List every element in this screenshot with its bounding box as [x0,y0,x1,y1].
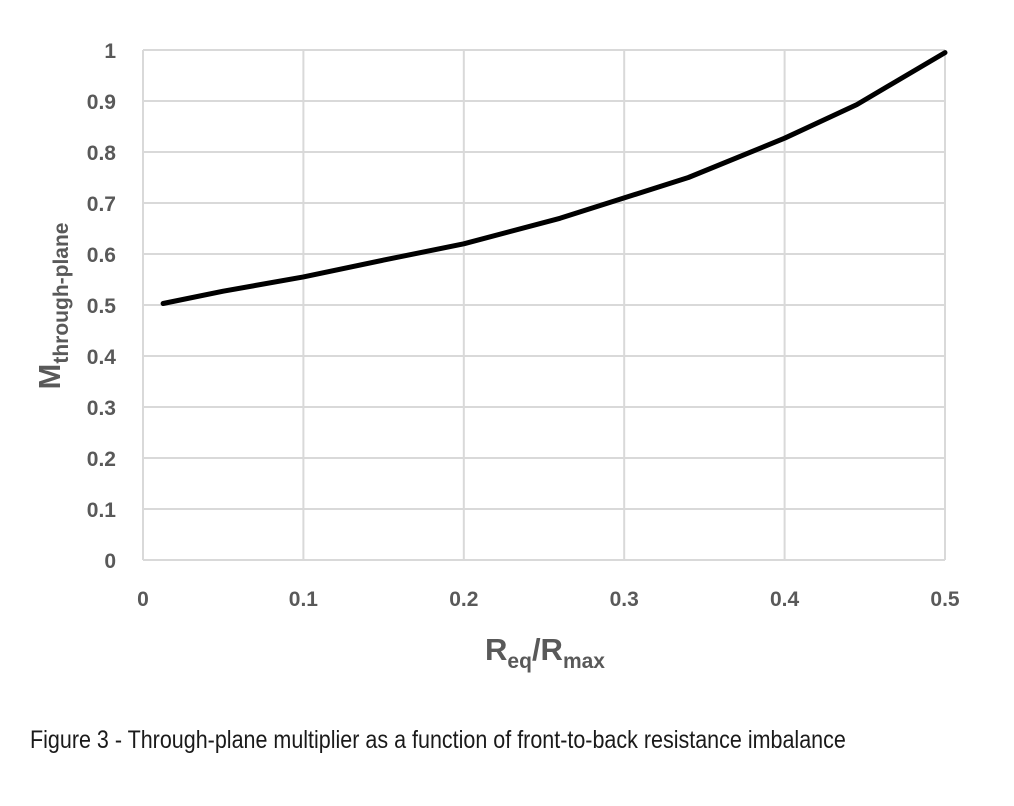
x-axis-title-sub2: max [563,650,605,673]
y-axis-title-main: M [32,364,67,390]
y-tick-label: 0.2 [87,448,116,471]
x-tick-label: 0.2 [449,588,478,611]
x-axis-title-r1: R [485,632,507,667]
y-tick-label: 0.6 [87,244,116,267]
y-tick-label: 0.1 [87,499,117,522]
x-tick-label: 0.3 [610,588,639,611]
y-tick-label: 0.9 [87,91,116,114]
grid [142,49,946,561]
x-axis-title: Req/Rmax [485,632,605,673]
y-axis-title: Mthrough-plane [32,223,73,390]
x-axis-title-mid: /R [532,632,563,667]
line-chart: 0 0.1 0.2 0.3 0.4 0.5 0.6 0.7 0.8 0.9 1 0 0.1 0.2 0.3… [32,40,960,673]
x-axis-ticks: 0 0.1 0.2 0.3 0.4 0.5 [137,588,960,611]
x-tick-label: 0.1 [289,588,319,611]
x-tick-label: 0.4 [770,588,800,611]
y-axis-ticks: 0 0.1 0.2 0.3 0.4 0.5 0.6 0.7 0.8 0.9 1 [87,40,117,573]
x-tick-label: 0.5 [930,588,960,611]
y-axis-title-subscript: through-plane [50,223,73,364]
figure-caption: Figure 3 - Through-plane multiplier as a… [30,726,846,754]
y-tick-label: 0 [104,550,116,573]
y-tick-label: 0.5 [87,295,117,318]
series-line [160,50,948,306]
y-tick-label: 0.8 [87,142,117,165]
y-tick-label: 0.4 [87,346,117,369]
x-axis-title-sub1: eq [507,650,532,673]
x-tick-label: 0 [137,588,149,611]
y-tick-label: 0.7 [87,193,116,216]
y-tick-label: 0.3 [87,397,116,420]
y-tick-label: 1 [104,40,116,63]
